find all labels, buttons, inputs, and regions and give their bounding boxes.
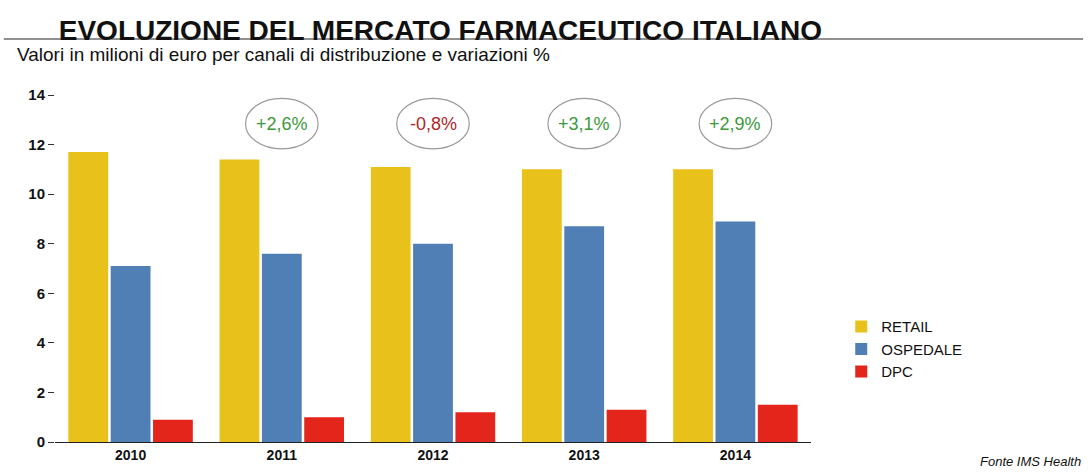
svg-text:2013: 2013 [569, 447, 600, 463]
svg-text:2014: 2014 [720, 447, 751, 463]
svg-text:RETAIL: RETAIL [881, 318, 932, 335]
svg-text:-0,8%: -0,8% [410, 114, 457, 134]
svg-text:2: 2 [37, 384, 45, 401]
svg-text:EVOLUZIONE DEL MERCATO FARMACE: EVOLUZIONE DEL MERCATO FARMACEUTICO ITAL… [59, 15, 822, 46]
svg-text:10: 10 [28, 185, 45, 202]
svg-text:+2,9%: +2,9% [709, 114, 761, 134]
svg-text:2012: 2012 [417, 447, 448, 463]
svg-text:4: 4 [37, 334, 46, 351]
svg-text:6: 6 [37, 285, 45, 302]
svg-text:12: 12 [28, 136, 45, 153]
svg-text:OSPEDALE: OSPEDALE [881, 341, 962, 358]
svg-text:0: 0 [37, 433, 45, 450]
svg-text:2011: 2011 [267, 447, 298, 463]
svg-text:2010: 2010 [115, 447, 146, 463]
svg-text:Fonte IMS Health: Fonte IMS Health [980, 454, 1081, 469]
svg-text:Valori in milioni di euro per: Valori in milioni di euro per canali di … [17, 44, 550, 65]
svg-text:DPC: DPC [881, 363, 913, 380]
svg-text:14: 14 [28, 86, 45, 103]
svg-text:8: 8 [37, 235, 45, 252]
svg-text:+3,1%: +3,1% [558, 114, 610, 134]
svg-text:+2,6%: +2,6% [256, 114, 308, 134]
